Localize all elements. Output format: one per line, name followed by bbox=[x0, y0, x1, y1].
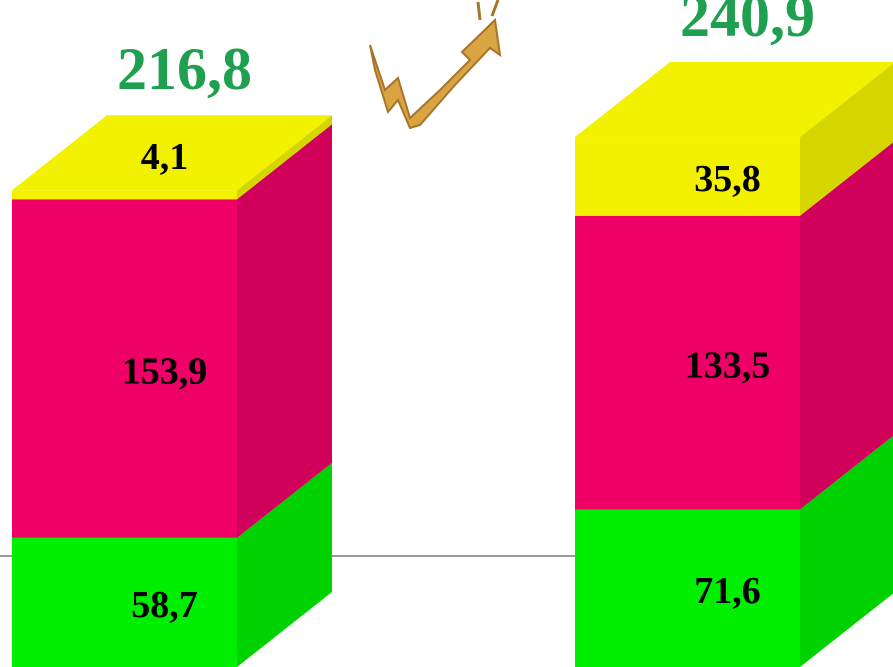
bar-side bbox=[237, 462, 332, 667]
bar-top bbox=[12, 115, 332, 191]
value-label: 35,8 bbox=[694, 158, 761, 200]
bar-segment bbox=[12, 199, 237, 538]
bar-side bbox=[237, 115, 332, 200]
bar-top bbox=[575, 62, 893, 138]
bar-segment bbox=[12, 190, 237, 200]
arrow-icon bbox=[369, 0, 502, 130]
bar-side bbox=[800, 63, 893, 216]
value-label: 153,9 bbox=[122, 350, 208, 392]
bar-segment bbox=[12, 537, 237, 667]
value-label: 133,5 bbox=[685, 344, 771, 386]
value-label: 58,7 bbox=[131, 584, 198, 626]
bar-side bbox=[800, 436, 893, 667]
bar-segment bbox=[575, 509, 800, 667]
bar-segment bbox=[575, 137, 800, 216]
total-label: 216,8 bbox=[117, 36, 252, 102]
bar-side bbox=[237, 124, 332, 538]
bar-segment bbox=[575, 215, 800, 510]
total-label: 240,9 bbox=[680, 0, 815, 49]
bar-side bbox=[800, 142, 893, 510]
value-label: 71,6 bbox=[694, 570, 761, 612]
value-label: 4,1 bbox=[141, 136, 189, 178]
